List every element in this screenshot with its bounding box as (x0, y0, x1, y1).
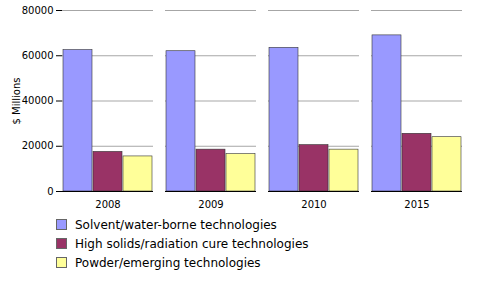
html-text:High solids/radiation cure tec: High solids/radiation cure technologies (75, 236, 309, 251)
html-text:Solvent/water-borne technologi: Solvent/water-borne technologies (75, 217, 277, 232)
svg-text:40000: 40000 (22, 95, 54, 106)
svg-text:80000: 80000 (22, 5, 54, 16)
svg-text:2015: 2015 (404, 199, 429, 210)
svg-text:2008: 2008 (95, 199, 120, 210)
html-text:Powder/emerging technologies: Powder/emerging technologies (75, 255, 261, 270)
svg-text:2009: 2009 (198, 199, 223, 210)
svg-text:$ Millions: $ Millions (11, 78, 22, 125)
svg-text:0: 0 (47, 186, 53, 197)
svg-text:20000: 20000 (22, 140, 54, 151)
svg-text:2010: 2010 (301, 199, 326, 210)
svg-text:60000: 60000 (22, 50, 54, 61)
